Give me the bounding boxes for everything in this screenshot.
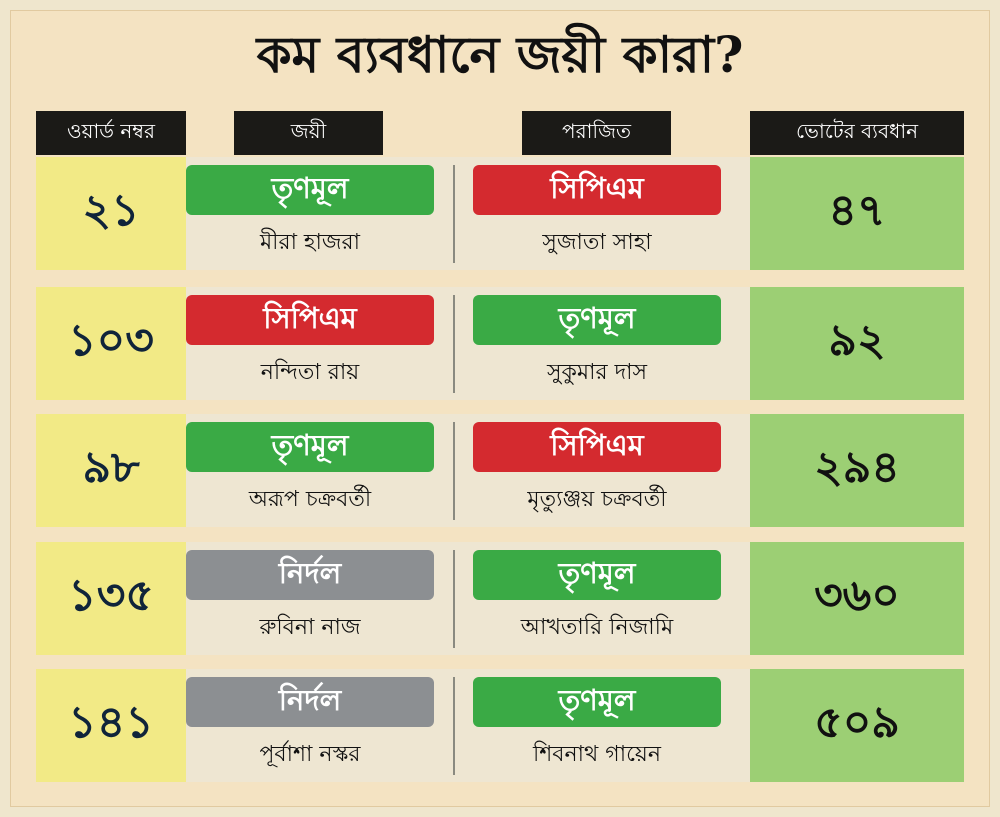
header-ward-number: ওয়ার্ড নম্বর bbox=[36, 111, 186, 155]
table-row: ২১ তৃণমূল মীরা হাজরা সিপিএম সুজাতা সাহা ৪৭ bbox=[36, 157, 964, 270]
loser-name: শিবনাথ গায়েন bbox=[532, 741, 662, 767]
winner-party-badge: তৃণমূল bbox=[186, 165, 434, 215]
table-row: ৯৮ তৃণমূল অরূপ চক্রবর্তী সিপিএম মৃত্যুঞ্জয় … bbox=[36, 414, 964, 527]
winner-name: মীরা হাজরা bbox=[259, 229, 361, 255]
winner-name: রুবিনা নাজ bbox=[259, 614, 361, 640]
winner-party-badge: সিপিএম bbox=[186, 295, 434, 345]
table-row: ১৩৫ নির্দল রুবিনা নাজ তৃণমূল আখতারি নিজামি ৩৬… bbox=[36, 542, 964, 655]
vote-margin: ৫০৯ bbox=[750, 669, 964, 782]
table-row: ১০৩ সিপিএম নন্দিতা রায় তৃণমূল সুকুমার দাস ৯২ bbox=[36, 287, 964, 400]
loser-name: মৃত্যুঞ্জয় চক্রবর্তী bbox=[527, 486, 667, 512]
ward-number: ২১ bbox=[36, 157, 186, 270]
vote-margin: ৩৬০ bbox=[750, 542, 964, 655]
winner-party-badge: তৃণমূল bbox=[186, 422, 434, 472]
ward-number: ১৪১ bbox=[36, 669, 186, 782]
table-row: ১৪১ নির্দল পূর্বাশা নস্কর তৃণমূল শিবনাথ গায়… bbox=[36, 669, 964, 782]
loser-name: আখতারি নিজামি bbox=[520, 614, 674, 640]
loser-party-badge: সিপিএম bbox=[473, 165, 721, 215]
winner-name: অরূপ চক্রবর্তী bbox=[248, 486, 372, 512]
loser-party-badge: তৃণমূল bbox=[473, 677, 721, 727]
loser-party-badge: তৃণমূল bbox=[473, 550, 721, 600]
loser-party-badge: সিপিএম bbox=[473, 422, 721, 472]
header-loser: পরাজিত bbox=[522, 111, 671, 155]
loser-name: সুজাতা সাহা bbox=[542, 229, 652, 255]
loser-party-badge: তৃণমূল bbox=[473, 295, 721, 345]
loser-name: সুকুমার দাস bbox=[546, 359, 648, 385]
column-divider bbox=[453, 295, 455, 393]
vote-margin: ৪৭ bbox=[750, 157, 964, 270]
winner-name: নন্দিতা রায় bbox=[260, 359, 360, 385]
header-vote-margin: ভোটের ব্যবধান bbox=[750, 111, 964, 155]
winner-party-badge: নির্দল bbox=[186, 550, 434, 600]
winner-name: পূর্বাশা নস্কর bbox=[259, 741, 361, 767]
ward-number: ৯৮ bbox=[36, 414, 186, 527]
vote-margin: ২৯৪ bbox=[750, 414, 964, 527]
header-winner: জয়ী bbox=[234, 111, 383, 155]
column-divider bbox=[453, 677, 455, 775]
page-title: কম ব্যবধানে জয়ী কারা? bbox=[256, 25, 744, 84]
column-divider bbox=[453, 422, 455, 520]
ward-number: ১০৩ bbox=[36, 287, 186, 400]
column-divider bbox=[453, 550, 455, 648]
vote-margin: ৯২ bbox=[750, 287, 964, 400]
winner-party-badge: নির্দল bbox=[186, 677, 434, 727]
ward-number: ১৩৫ bbox=[36, 542, 186, 655]
column-divider bbox=[453, 165, 455, 263]
